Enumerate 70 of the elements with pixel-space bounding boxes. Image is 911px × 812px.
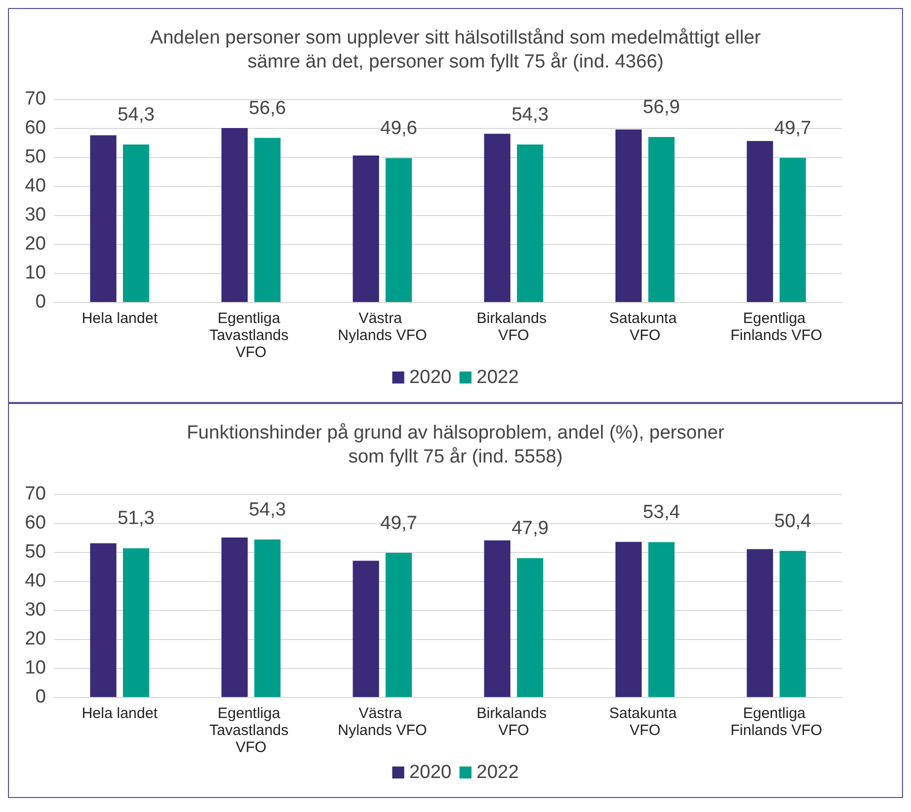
data-label: 49,7: [380, 512, 418, 534]
y-tick-label: 40: [24, 570, 46, 592]
x-tick-label: Egentliga Tavastlands VFO: [209, 310, 293, 361]
legend-label: 2020: [409, 762, 452, 783]
bar: [90, 543, 116, 697]
x-tick-label: Hela landet: [82, 705, 158, 722]
bar: [484, 540, 510, 697]
bar: [254, 138, 281, 302]
bar: [254, 540, 281, 697]
y-tick-label: 50: [24, 542, 46, 562]
bar: [780, 550, 806, 697]
y-tick-label: 40: [24, 176, 46, 196]
y-tick-label: 70: [24, 88, 46, 110]
y-tick-label: 0: [35, 292, 46, 312]
bar: [648, 542, 675, 697]
bar: [780, 158, 806, 302]
bar: [615, 129, 642, 302]
chart-title: Funktionshinder på grund av hälsoproblem, andel (%), personer som fyllt 75 år (ind. 5558): [186, 422, 725, 468]
x-tick-label: Egentliga Finlands VFO: [730, 310, 822, 344]
x-tick-label: Satakunta VFO: [609, 310, 681, 344]
x-tick-label: Egentliga Finlands VFO: [730, 705, 822, 739]
bar: [746, 141, 774, 302]
data-label: 54,3: [512, 104, 549, 126]
x-tick-label: Satakunta VFO: [609, 705, 681, 739]
data-label: 49,7: [774, 118, 812, 139]
chart-title: Andelen personer som upplever sitt hälsotillstånd som medelmåttigt eller sämre än det, personer som fyllt 75 år (ind. 4366): [150, 28, 762, 72]
y-tick-label: 20: [24, 234, 46, 254]
bar: [746, 549, 774, 697]
legend-label: 2020: [409, 367, 452, 388]
bar: [122, 144, 150, 302]
bar: [516, 144, 544, 302]
data-label: 54,3: [118, 104, 155, 126]
x-tick-label: Birkalands VFO: [476, 310, 551, 344]
bar: [386, 552, 412, 697]
y-tick-label: 10: [24, 658, 46, 678]
bar: [484, 134, 510, 302]
y-tick-label: 50: [24, 146, 46, 168]
y-tick-label: 0: [35, 686, 46, 708]
bar: [122, 548, 150, 697]
bar: [352, 560, 380, 697]
data-label: 54,3: [248, 500, 286, 521]
data-label: 51,3: [118, 508, 155, 530]
data-label: 47,9: [512, 518, 549, 540]
legend-label: 2022: [476, 367, 519, 388]
legend-label: 2022: [476, 762, 519, 783]
x-tick-label: Hela landet: [82, 310, 158, 327]
y-tick-label: 10: [24, 262, 46, 284]
bar: [221, 128, 248, 302]
y-tick-label: 60: [24, 512, 46, 534]
data-label: 50,4: [774, 510, 812, 532]
y-tick-label: 30: [24, 600, 46, 620]
bar: [90, 135, 116, 302]
data-label: 53,4: [642, 502, 680, 524]
data-label: 56,9: [642, 96, 680, 118]
y-tick-label: 60: [24, 118, 46, 138]
x-tick-label: Västra Nylands VFO: [338, 310, 427, 344]
y-tick-label: 30: [24, 204, 46, 226]
x-tick-label: Birkalands VFO: [476, 705, 551, 739]
bar: [221, 538, 248, 697]
x-tick-label: Västra Nylands VFO: [338, 705, 427, 739]
x-tick-label: Egentliga Tavastlands VFO: [209, 705, 293, 756]
bar: [648, 136, 675, 302]
data-label: 49,6: [380, 118, 418, 140]
bar: [516, 558, 544, 697]
bar: [352, 156, 380, 302]
data-label: 56,6: [248, 98, 286, 119]
y-tick-label: 70: [24, 484, 46, 504]
bar: [386, 158, 412, 302]
y-tick-label: 20: [24, 628, 46, 650]
bar: [615, 542, 642, 697]
